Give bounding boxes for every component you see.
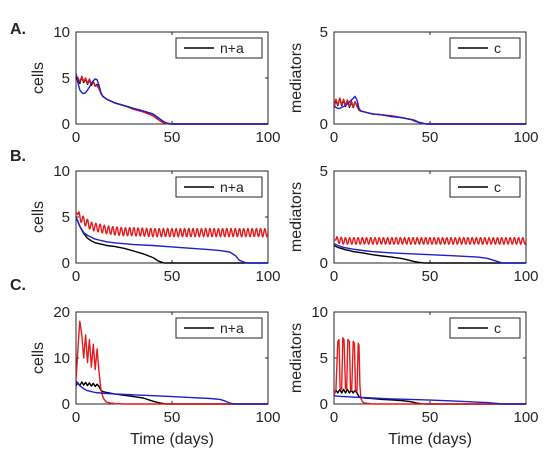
chart-panel-3: 0 50 100 0 5 mediators c <box>288 163 539 285</box>
chart-panel-0: 0 50 100 0 5 10 cells n+a <box>30 24 281 146</box>
legend-label: n+a <box>220 320 244 336</box>
y-axis-label: mediators <box>288 323 305 393</box>
y-tick-label: 0 <box>320 116 328 133</box>
x-tick-label: 100 <box>255 129 280 146</box>
legend-label: c <box>494 320 501 336</box>
x-tick-label: 0 <box>330 129 338 146</box>
x-tick-label: 100 <box>255 268 280 285</box>
series-line-0 <box>76 216 268 264</box>
series-line-2 <box>76 380 268 405</box>
x-tick-label: 100 <box>513 129 538 146</box>
y-tick-label: 5 <box>62 209 70 226</box>
x-axis-label: Time (days) <box>130 431 214 448</box>
y-tick-label: 10 <box>53 163 70 180</box>
y-tick-label: 5 <box>320 24 328 41</box>
chart-panel-5: 0 50 100 0 5 10 mediators Time (days) c <box>288 304 539 448</box>
panel-label-a: A. <box>10 21 26 38</box>
x-axis-label: Time (days) <box>388 431 472 448</box>
x-tick-label: 50 <box>164 129 181 146</box>
legend-label: c <box>494 40 501 56</box>
y-tick-label: 0 <box>62 116 70 133</box>
x-tick-label: 50 <box>422 409 439 426</box>
legend-label: n+a <box>220 179 244 195</box>
x-tick-label: 100 <box>255 409 280 426</box>
y-axis-label: mediators <box>288 43 305 113</box>
series-line-2 <box>334 395 526 405</box>
panel-label-c: C. <box>10 277 26 294</box>
series-line-1 <box>334 337 526 405</box>
series-line-1 <box>334 235 526 245</box>
y-tick-label: 0 <box>320 255 328 272</box>
y-tick-label: 10 <box>53 350 70 367</box>
x-tick-label: 0 <box>72 129 80 146</box>
x-tick-label: 0 <box>72 409 80 426</box>
y-axis-label: cells <box>30 62 47 94</box>
y-tick-label: 10 <box>311 304 328 321</box>
y-tick-label: 5 <box>62 70 70 87</box>
chart-panel-1: 0 50 100 0 5 mediators c <box>288 24 539 146</box>
legend-label: n+a <box>220 40 244 56</box>
y-tick-label: 5 <box>320 350 328 367</box>
y-tick-label: 0 <box>62 396 70 413</box>
y-tick-label: 0 <box>320 396 328 413</box>
x-tick-label: 50 <box>422 268 439 285</box>
series-line-1 <box>76 211 268 238</box>
y-axis-label: mediators <box>288 182 305 252</box>
y-tick-label: 20 <box>53 304 70 321</box>
x-tick-label: 0 <box>330 409 338 426</box>
legend-box <box>175 176 263 198</box>
y-axis-label: cells <box>30 342 47 374</box>
legend-box <box>175 37 263 59</box>
x-tick-label: 0 <box>72 268 80 285</box>
x-tick-label: 100 <box>513 409 538 426</box>
x-tick-label: 50 <box>164 409 181 426</box>
y-tick-label: 5 <box>320 163 328 180</box>
y-tick-label: 10 <box>53 24 70 41</box>
chart-panel-4: 0 50 100 0 10 20 cells Time (days) n+a <box>30 304 281 448</box>
series-line-2 <box>76 216 268 264</box>
y-axis-label: cells <box>30 201 47 233</box>
legend-box <box>175 317 263 339</box>
x-tick-label: 0 <box>330 268 338 285</box>
y-tick-label: 0 <box>62 255 70 272</box>
series-line-0 <box>334 244 526 264</box>
series-line-2 <box>334 95 526 125</box>
panel-label-b: B. <box>10 148 26 165</box>
legend-label: c <box>494 179 501 195</box>
chart-panel-2: 0 50 100 0 5 10 cells n+a <box>30 163 281 285</box>
series-line-2 <box>76 73 268 125</box>
x-tick-label: 50 <box>164 268 181 285</box>
x-tick-label: 100 <box>513 268 538 285</box>
x-tick-label: 50 <box>422 129 439 146</box>
series-line-2 <box>334 243 526 264</box>
